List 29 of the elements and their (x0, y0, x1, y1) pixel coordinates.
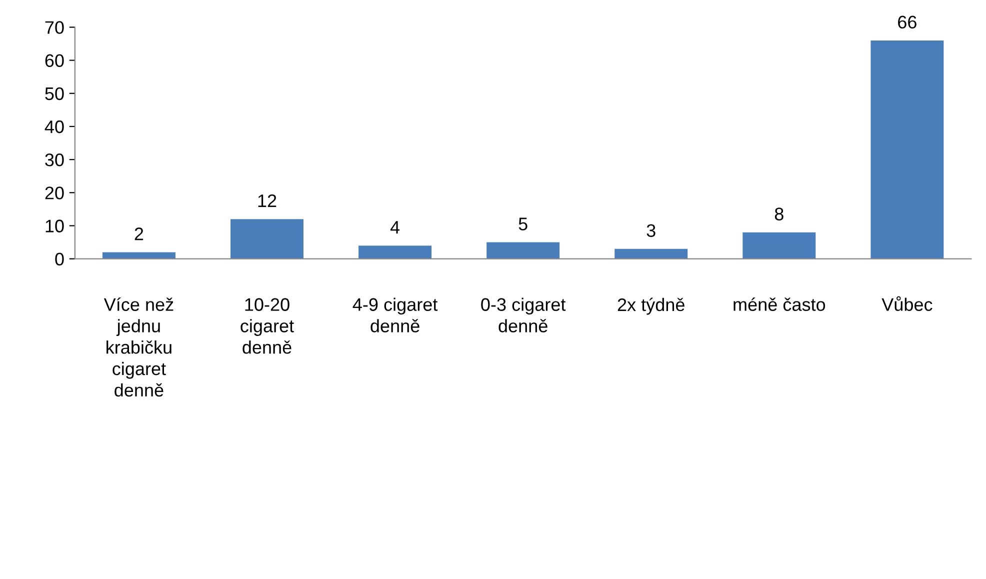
data-label: 8 (774, 208, 784, 220)
x-tick-label: 2x týdně (618, 298, 684, 315)
data-label: 5 (518, 218, 528, 230)
data-label: 4 (390, 221, 400, 234)
data-label: 12 (258, 194, 276, 208)
data-label: 2 (134, 228, 144, 240)
bar (486, 242, 560, 259)
y-tick-label: 70 (45, 21, 64, 34)
y-tick-label: 30 (45, 153, 64, 166)
bar (614, 248, 688, 259)
bar (742, 232, 816, 259)
x-tick-label: 0-3 cigaret denně (481, 298, 566, 332)
x-tick-label: 4-9 cigaret denně (352, 298, 438, 332)
x-tick-label: méně často (734, 297, 826, 311)
x-tick-label: Vůbec (882, 296, 932, 311)
y-tick-label: 20 (45, 186, 64, 200)
x-tick-label: Více než jednu krabičku cigaret denně (104, 297, 174, 397)
bar (358, 246, 432, 259)
bar (230, 219, 304, 259)
y-tick-label: 60 (45, 54, 64, 68)
data-label: 66 (898, 16, 916, 29)
y-tick-label: 40 (44, 120, 64, 134)
data-label: 3 (646, 224, 656, 237)
y-tick-label: 0 (55, 252, 64, 266)
x-tick-label: 10-20 cigaret denně (240, 298, 294, 354)
y-tick-label: 50 (45, 87, 64, 100)
bar (102, 252, 176, 259)
bar (870, 40, 944, 259)
y-tick-label: 10 (46, 220, 64, 232)
